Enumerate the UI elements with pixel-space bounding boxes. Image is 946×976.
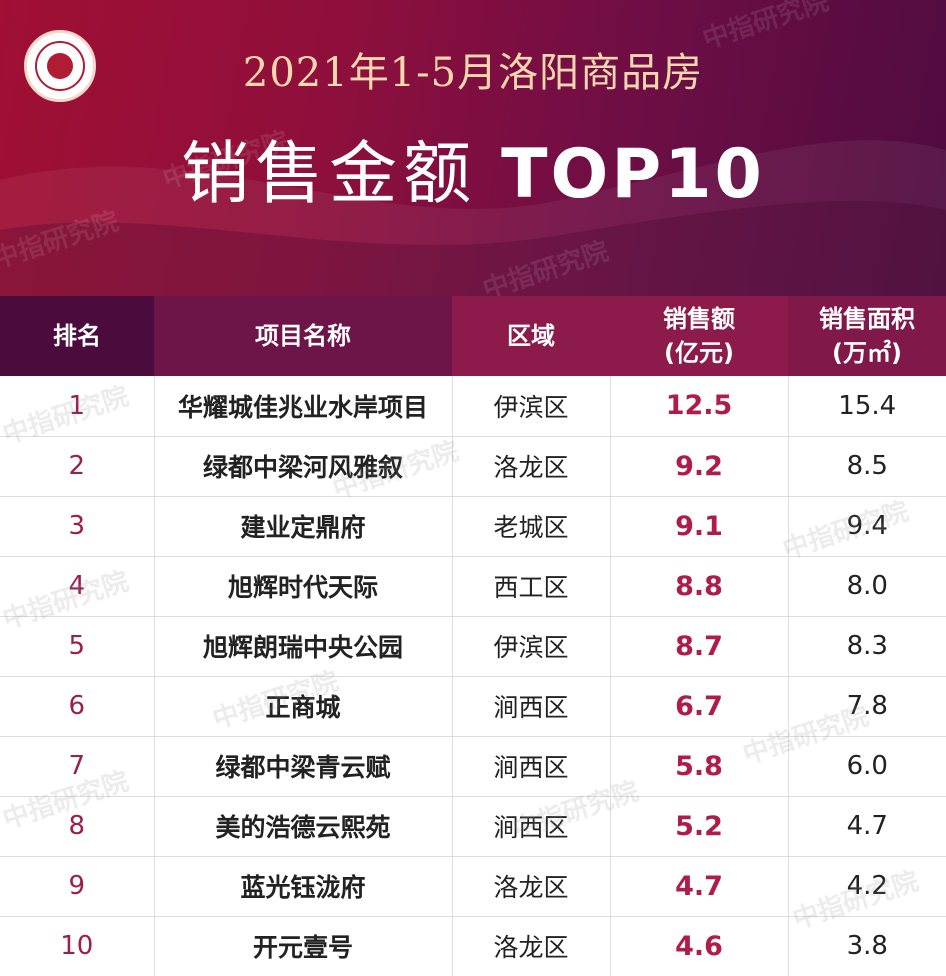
project-name-cell: 绿都中梁河风雅叙 bbox=[154, 436, 453, 497]
col-header-rank: 排名 bbox=[0, 296, 154, 376]
table-row: 9 蓝光钰泷府 洛龙区 4.7 4.2 bbox=[0, 856, 946, 917]
table-row: 6 正商城 涧西区 6.7 7.8 bbox=[0, 676, 946, 737]
project-name-cell: 开元壹号 bbox=[154, 916, 453, 976]
rank-cell: 10 bbox=[0, 916, 155, 976]
table-row: 5 旭辉朗瑞中央公园 伊滨区 8.7 8.3 bbox=[0, 616, 946, 677]
sales-area-cell: 3.8 bbox=[788, 916, 946, 976]
col-header-area: 销售面积 (万㎡) bbox=[788, 296, 946, 376]
project-name-cell: 华耀城佳兆业水岸项目 bbox=[154, 376, 453, 437]
sales-amount-cell: 6.7 bbox=[610, 676, 789, 737]
region-cell: 洛龙区 bbox=[452, 436, 611, 497]
table-row: 8 美的浩德云熙苑 涧西区 5.2 4.7 bbox=[0, 796, 946, 857]
project-name-cell: 旭辉时代天际 bbox=[154, 556, 453, 617]
rank-cell: 7 bbox=[0, 736, 155, 797]
col-header-region: 区域 bbox=[452, 296, 610, 376]
sales-amount-cell: 8.8 bbox=[610, 556, 789, 617]
subtitle-top: TOP10 bbox=[501, 135, 765, 214]
table-row: 7 绿都中梁青云赋 涧西区 5.8 6.0 bbox=[0, 736, 946, 797]
sales-amount-cell: 4.7 bbox=[610, 856, 789, 917]
sales-amount-cell: 8.7 bbox=[610, 616, 789, 677]
table-row: 3 建业定鼎府 老城区 9.1 9.4 bbox=[0, 496, 946, 557]
page-subtitle: 销售金额 TOP10 bbox=[0, 118, 946, 217]
sales-area-cell: 4.2 bbox=[788, 856, 946, 917]
col-header-amount: 销售额 (亿元) bbox=[610, 296, 788, 376]
rank-cell: 1 bbox=[0, 376, 155, 437]
sales-area-cell: 8.3 bbox=[788, 616, 946, 677]
sales-area-cell: 7.8 bbox=[788, 676, 946, 737]
sales-area-cell: 8.5 bbox=[788, 436, 946, 497]
project-name-cell: 蓝光钰泷府 bbox=[154, 856, 453, 917]
rank-cell: 5 bbox=[0, 616, 155, 677]
region-cell: 西工区 bbox=[452, 556, 611, 617]
sales-amount-cell: 5.8 bbox=[610, 736, 789, 797]
sales-amount-cell: 4.6 bbox=[610, 916, 789, 976]
sales-area-cell: 6.0 bbox=[788, 736, 946, 797]
sales-area-cell: 4.7 bbox=[788, 796, 946, 857]
subtitle-text: 销售金额 bbox=[181, 135, 478, 214]
sales-area-cell: 8.0 bbox=[788, 556, 946, 617]
table-row: 1 华耀城佳兆业水岸项目 伊滨区 12.5 15.4 bbox=[0, 376, 946, 437]
table-row: 10 开元壹号 洛龙区 4.6 3.8 bbox=[0, 916, 946, 976]
region-cell: 老城区 bbox=[452, 496, 611, 557]
sales-amount-cell: 9.1 bbox=[610, 496, 789, 557]
project-name-cell: 旭辉朗瑞中央公园 bbox=[154, 616, 453, 677]
col-header-name: 项目名称 bbox=[154, 296, 452, 376]
ranking-table: 排名 项目名称 区域 销售额 (亿元) 销售面积 (万㎡) 1 华耀城佳兆业水岸项目伊… bbox=[0, 296, 946, 976]
project-name-cell: 绿都中梁青云赋 bbox=[154, 736, 453, 797]
table-header-row: 排名 项目名称 区域 销售额 (亿元) 销售面积 (万㎡) bbox=[0, 296, 946, 376]
sales-area-cell: 9.4 bbox=[788, 496, 946, 557]
project-name-cell: 建业定鼎府 bbox=[154, 496, 453, 557]
region-cell: 洛龙区 bbox=[452, 916, 611, 976]
project-name-cell: 美的浩德云熙苑 bbox=[154, 796, 453, 857]
table-row: 4 旭辉时代天际 西工区 8.8 8.0 bbox=[0, 556, 946, 617]
sales-area-cell: 15.4 bbox=[788, 376, 946, 437]
region-cell: 涧西区 bbox=[452, 676, 611, 737]
project-name-cell: 正商城 bbox=[154, 676, 453, 737]
sales-amount-cell: 5.2 bbox=[610, 796, 789, 857]
region-cell: 伊滨区 bbox=[452, 616, 611, 677]
header-banner: 中指研究院 中指研究院 中指研究院 中指研究院 2021年1-5月洛阳商品房 销… bbox=[0, 0, 946, 296]
rank-cell: 8 bbox=[0, 796, 155, 857]
region-cell: 涧西区 bbox=[452, 796, 611, 857]
rank-cell: 3 bbox=[0, 496, 155, 557]
logo bbox=[24, 30, 96, 102]
region-cell: 洛龙区 bbox=[452, 856, 611, 917]
page-title: 2021年1-5月洛阳商品房 bbox=[242, 50, 704, 96]
rank-cell: 2 bbox=[0, 436, 155, 497]
region-cell: 伊滨区 bbox=[452, 376, 611, 437]
sales-amount-cell: 12.5 bbox=[610, 376, 789, 437]
rank-cell: 4 bbox=[0, 556, 155, 617]
table-row: 2 绿都中梁河风雅叙 洛龙区 9.2 8.5 bbox=[0, 436, 946, 497]
rank-cell: 9 bbox=[0, 856, 155, 917]
sales-amount-cell: 9.2 bbox=[610, 436, 789, 497]
banner-waves bbox=[0, 140, 946, 296]
region-cell: 涧西区 bbox=[452, 736, 611, 797]
rank-cell: 6 bbox=[0, 676, 155, 737]
logo-emblem-icon bbox=[35, 41, 85, 91]
